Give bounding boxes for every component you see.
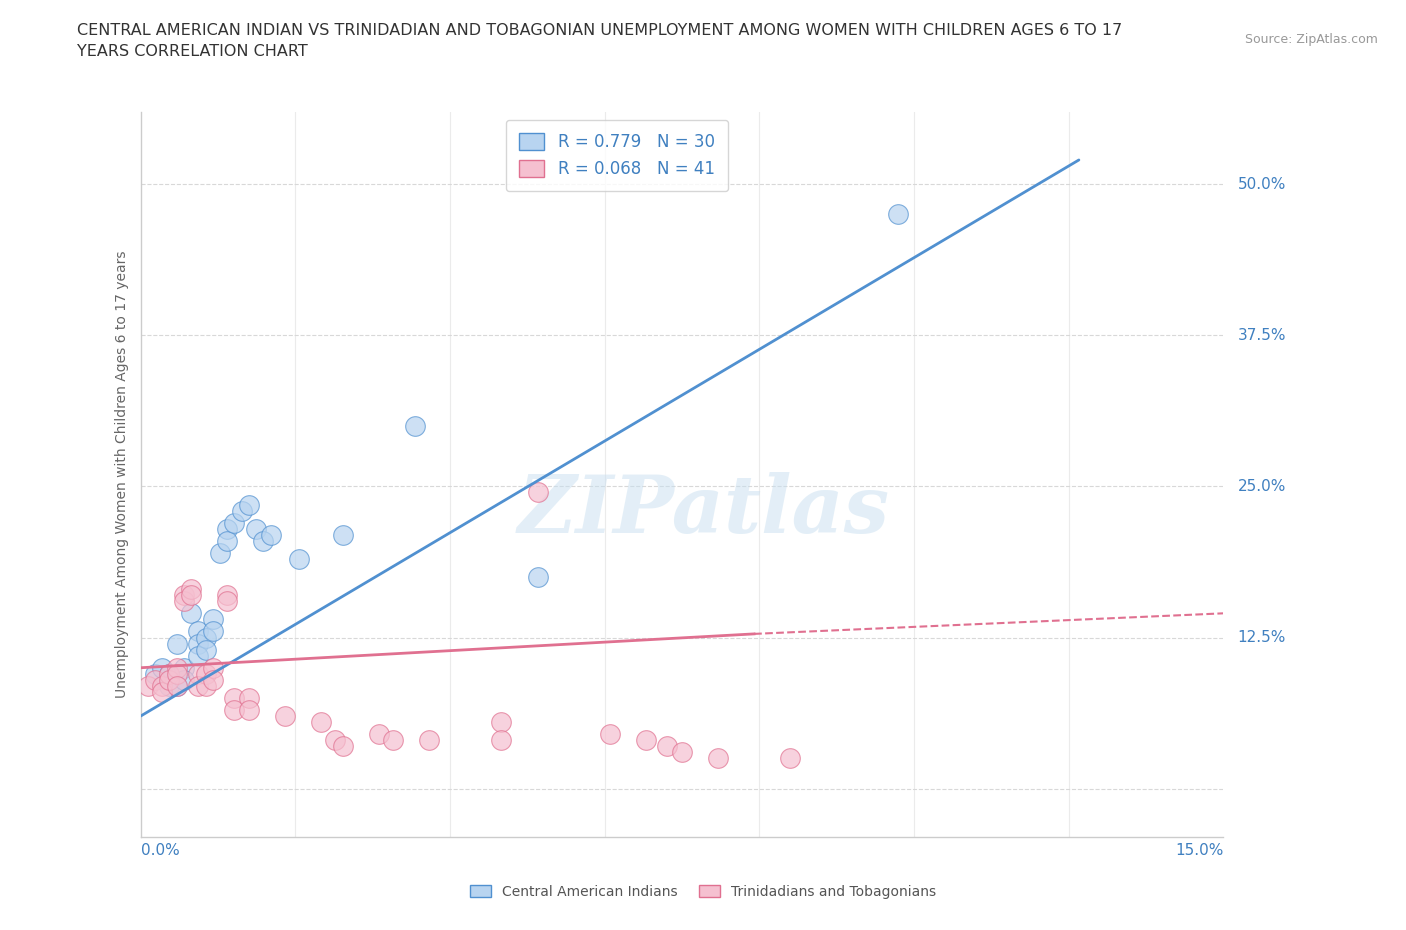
Point	[259, 527, 281, 542]
Point	[599, 727, 621, 742]
Point	[187, 624, 209, 639]
Point	[166, 667, 188, 682]
Point	[194, 679, 217, 694]
Point	[217, 594, 239, 609]
Point	[238, 691, 260, 706]
Legend: R = 0.779   N = 30, R = 0.068   N = 41: R = 0.779 N = 30, R = 0.068 N = 41	[506, 120, 728, 192]
Text: CENTRAL AMERICAN INDIAN VS TRINIDADIAN AND TOBAGONIAN UNEMPLOYMENT AMONG WOMEN W: CENTRAL AMERICAN INDIAN VS TRINIDADIAN A…	[77, 23, 1122, 38]
Point	[332, 738, 354, 753]
Point	[201, 624, 224, 639]
Point	[332, 527, 354, 542]
Point	[173, 672, 195, 687]
Point	[217, 588, 239, 603]
Text: 25.0%: 25.0%	[1237, 479, 1286, 494]
Point	[418, 733, 440, 748]
Point	[491, 715, 513, 730]
Legend: Central American Indians, Trinidadians and Tobagonians: Central American Indians, Trinidadians a…	[465, 880, 941, 905]
Point	[526, 570, 548, 585]
Point	[150, 684, 173, 699]
Point	[194, 643, 217, 658]
Point	[382, 733, 405, 748]
Point	[173, 594, 195, 609]
Point	[634, 733, 657, 748]
Point	[367, 727, 389, 742]
Point	[201, 612, 224, 627]
Point	[325, 733, 347, 748]
Point	[159, 679, 181, 694]
Point	[201, 672, 224, 687]
Point	[252, 534, 274, 549]
Point	[887, 207, 910, 222]
Point	[180, 582, 202, 597]
Point	[136, 679, 159, 694]
Point	[217, 522, 239, 537]
Point	[224, 691, 246, 706]
Point	[187, 679, 209, 694]
Text: 0.0%: 0.0%	[141, 844, 180, 858]
Text: 37.5%: 37.5%	[1237, 327, 1286, 343]
Point	[657, 738, 679, 753]
Point	[180, 588, 202, 603]
Point	[779, 751, 801, 766]
Point	[526, 485, 548, 500]
Point	[194, 667, 217, 682]
Point	[166, 679, 188, 694]
Point	[707, 751, 730, 766]
Point	[231, 503, 253, 518]
Point	[173, 588, 195, 603]
Text: ZIPatlas: ZIPatlas	[517, 472, 890, 550]
Point	[187, 648, 209, 663]
Point	[187, 636, 209, 651]
Point	[245, 522, 267, 537]
Text: 12.5%: 12.5%	[1237, 630, 1286, 645]
Point	[224, 703, 246, 718]
Point	[159, 672, 181, 687]
Point	[309, 715, 332, 730]
Point	[201, 660, 224, 675]
Point	[180, 606, 202, 621]
Point	[173, 660, 195, 675]
Point	[159, 667, 181, 682]
Text: 15.0%: 15.0%	[1175, 844, 1223, 858]
Point	[671, 745, 693, 760]
Point	[224, 515, 246, 530]
Point	[404, 418, 426, 433]
Point	[194, 631, 217, 645]
Point	[238, 498, 260, 512]
Text: Source: ZipAtlas.com: Source: ZipAtlas.com	[1244, 33, 1378, 46]
Point	[150, 679, 173, 694]
Point	[288, 551, 311, 566]
Point	[143, 667, 166, 682]
Y-axis label: Unemployment Among Women with Children Ages 6 to 17 years: Unemployment Among Women with Children A…	[115, 250, 129, 698]
Point	[166, 660, 188, 675]
Point	[166, 636, 188, 651]
Point	[274, 709, 297, 724]
Text: YEARS CORRELATION CHART: YEARS CORRELATION CHART	[77, 44, 308, 59]
Text: 50.0%: 50.0%	[1237, 177, 1286, 192]
Point	[217, 534, 239, 549]
Point	[238, 703, 260, 718]
Point	[143, 672, 166, 687]
Point	[491, 733, 513, 748]
Point	[159, 667, 181, 682]
Point	[150, 660, 173, 675]
Point	[166, 679, 188, 694]
Point	[187, 667, 209, 682]
Point	[208, 545, 231, 560]
